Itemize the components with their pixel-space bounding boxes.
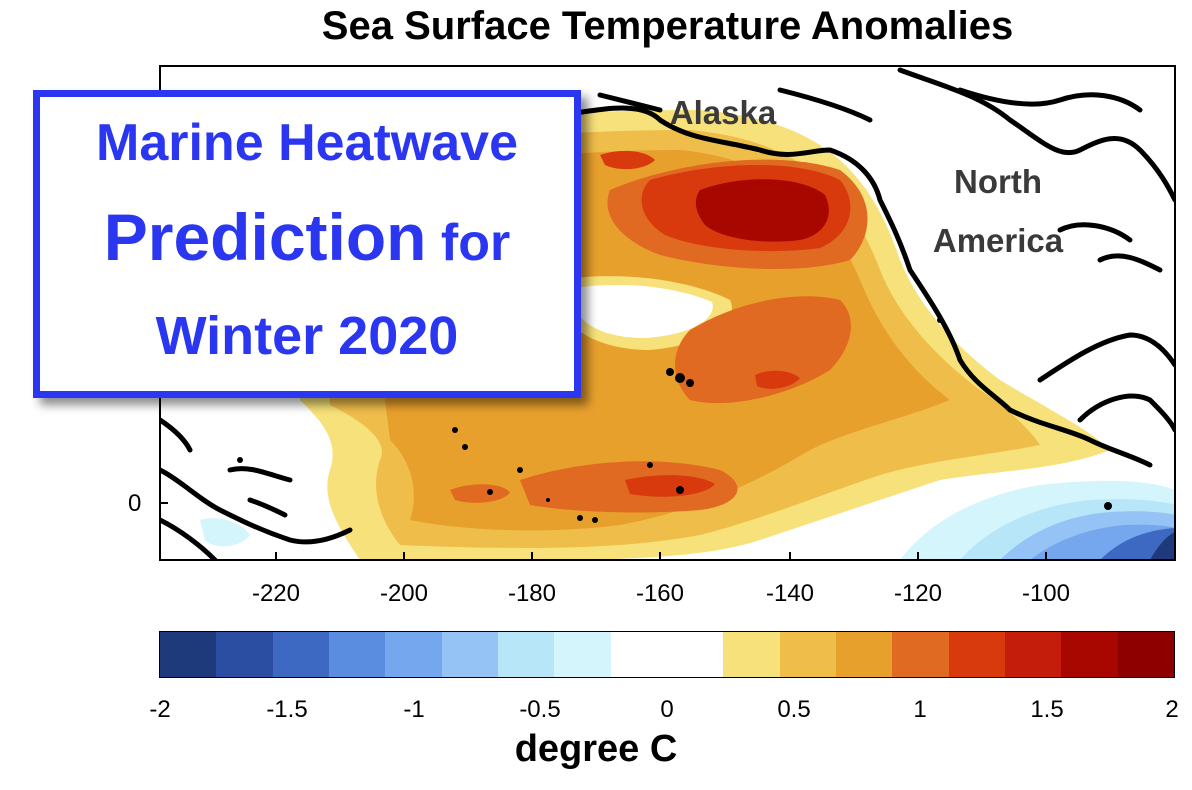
colorbar-tick-label: -2: [149, 696, 171, 723]
colorbar-tick-label: 0: [660, 696, 674, 723]
x-tick-label: -140: [765, 580, 815, 607]
callout-for-word: for: [440, 214, 511, 272]
x-tick-label: -200: [379, 580, 429, 607]
colorbar-swatch: [666, 632, 724, 677]
x-tick-label: -160: [635, 580, 685, 607]
colorbar-swatch: [1004, 632, 1062, 677]
x-tick-label: -180: [507, 580, 557, 607]
callout-line-1: Marine Heatwave: [96, 114, 518, 172]
colorbar-swatch: [328, 632, 386, 677]
colorbar-swatch: [948, 632, 1005, 677]
x-tick-label: -220: [251, 580, 301, 607]
callout-line-2: Prediction for: [40, 199, 574, 275]
colorbar-swatch: [216, 632, 273, 677]
colorbar-tick-label: -0.5: [519, 696, 561, 723]
islands: [237, 317, 1112, 523]
label-north: North: [954, 163, 1042, 200]
chart-title: Sea Surface Temperature Anomalies: [321, 4, 1014, 48]
colorbar-swatch: [441, 632, 498, 677]
colorbar-swatch: [160, 632, 217, 677]
colorbar: [159, 631, 1175, 678]
callout-line-3: Winter 2020: [155, 306, 459, 366]
colorbar-unit-label: degree C: [514, 728, 678, 770]
x-tick-label: -120: [893, 580, 943, 607]
heatwave-callout-box: Marine Heatwave Prediction for Winter 20…: [33, 90, 581, 398]
y-tick-label: 0: [128, 490, 142, 517]
label-america: America: [932, 222, 1064, 259]
colorbar-swatch: [554, 632, 611, 677]
label-alaska: Alaska: [669, 94, 777, 131]
anomaly-contour-1.5: [695, 179, 829, 242]
colorbar-tick-label: -1.5: [266, 696, 308, 723]
colorbar-swatch: [497, 632, 555, 677]
colorbar-swatch: [779, 632, 836, 677]
colorbar-swatch: [272, 632, 329, 677]
colorbar-tick-label: 2: [1165, 696, 1179, 723]
colorbar-swatch: [1117, 632, 1174, 677]
colorbar-tick-label: 0.5: [777, 696, 811, 723]
colorbar-swatch: [385, 632, 442, 677]
coastlines: [160, 67, 1175, 560]
colorbar-tick-label: 1.5: [1030, 696, 1064, 723]
callout-prediction-word: Prediction: [103, 200, 427, 274]
colorbar-swatch: [892, 632, 949, 677]
colorbar-swatch: [1061, 632, 1118, 677]
colorbar-tick-label: 1: [913, 696, 927, 723]
x-tick-label: -100: [1021, 580, 1071, 607]
colorbar-swatch: [610, 632, 667, 677]
colorbar-tick-label: -1: [403, 696, 425, 723]
colorbar-swatch: [835, 632, 893, 677]
colorbar-swatch: [723, 632, 780, 677]
